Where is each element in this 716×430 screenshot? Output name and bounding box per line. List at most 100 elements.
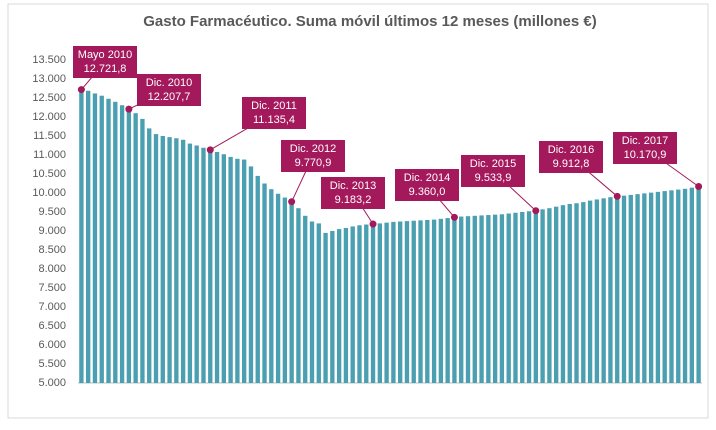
annotation-box [461,155,525,187]
bar [106,98,111,383]
bar [648,192,654,383]
bar [140,118,145,384]
bar [628,194,633,383]
bar [228,156,233,383]
bar [533,210,538,383]
bar [370,224,376,383]
bar [615,196,620,383]
annotation-label: Dic. 2014 [404,172,450,184]
annotation-label: Dic. 2016 [548,144,594,156]
annotation-value: 9.912,8 [553,158,590,170]
bar [174,138,179,383]
bar [282,197,288,383]
bar [126,109,132,384]
bar [357,225,362,383]
bar [411,220,416,383]
annotation-label: Dic. 2011 [251,100,297,112]
bar [248,166,254,383]
bar [208,149,213,383]
bar [513,212,518,383]
bar [180,139,186,383]
bar [214,151,220,383]
bar [187,143,193,383]
annotation-box [395,169,459,201]
annotation-value: 11.135,4 [253,114,295,126]
bar [262,183,267,383]
bar [669,190,674,383]
annotation-dot [206,146,214,154]
bar [296,208,301,383]
bar [303,215,308,383]
annotation-value: 9.533,9 [475,172,512,184]
y-tick-label: 10.000 [32,187,66,199]
annotation-box [613,132,677,164]
bar [621,195,627,383]
bar [194,145,199,383]
bar [119,105,125,383]
bar [520,212,525,383]
bar [86,90,91,383]
y-tick-label: 8.500 [38,244,66,256]
bar [289,201,294,383]
bar [506,213,511,383]
bar [92,93,98,383]
bar [316,223,321,383]
annotation-box [281,140,345,172]
bar [323,232,328,383]
annotation-value: 12.721,8 [84,63,127,75]
bar [255,175,260,383]
y-tick-label: 10.500 [32,168,66,180]
bar [547,208,552,383]
y-tick-label: 6.500 [38,320,66,332]
annotation-value: 9.183,2 [335,194,372,206]
bar [309,221,315,383]
bar [472,215,477,383]
bar [662,191,667,383]
annotation-value: 9.770,9 [295,157,332,169]
bar [391,221,396,383]
bar [581,202,586,383]
bar [608,197,613,383]
bar [682,188,688,383]
annotation-dot [125,105,133,113]
bar [567,204,572,383]
y-tick-label: 7.000 [38,301,66,313]
annotation-label: Mayo 2010 [78,49,132,61]
y-tick-label: 11.500 [33,130,66,142]
bar [445,218,450,383]
chart-title: Gasto Farmacéutico. Suma móvil últimos 1… [143,13,597,30]
bar [587,200,593,383]
bar [655,191,661,383]
bar [384,222,389,383]
bar [554,206,559,383]
y-tick-label: 13.000 [32,73,66,85]
annotation-box [321,177,385,209]
annotation-label: Dic. 2013 [330,180,376,192]
bar [350,226,355,383]
bar [594,199,600,383]
bar [235,158,240,383]
annotation-dot [532,207,540,215]
bar [147,128,152,383]
annotation-dot [369,220,377,228]
bar [574,203,579,383]
bar [431,219,437,383]
annotation-box [242,97,306,129]
bar [242,159,247,383]
y-tick-label: 7.500 [38,282,66,294]
bar [221,154,226,383]
bar [601,198,606,383]
annotation-label: Dic. 2017 [622,135,668,147]
y-tick-label: 9.500 [38,206,66,218]
bar [676,189,681,383]
bar [459,216,464,383]
y-tick-label: 12.000 [32,111,66,123]
annotation-dot [450,213,458,221]
bar [398,221,403,383]
annotation-label: Dic. 2012 [290,143,336,155]
bar [113,101,118,384]
bar [275,193,281,383]
y-tick-label: 13.500 [32,54,66,66]
bar [153,134,159,383]
